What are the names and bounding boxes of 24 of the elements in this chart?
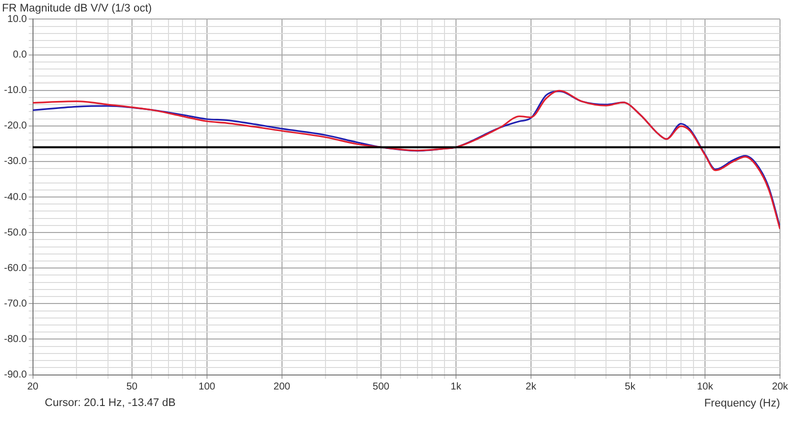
x-tick-label: 200 bbox=[274, 382, 291, 393]
x-tick-label: 20k bbox=[772, 382, 790, 393]
y-tick-label: -90.0 bbox=[4, 370, 28, 381]
x-tick-label: 100 bbox=[198, 382, 216, 393]
x-tick-label: 50 bbox=[126, 382, 138, 393]
x-tick-label: 500 bbox=[372, 382, 390, 393]
x-tick-label: 5k bbox=[624, 382, 636, 393]
y-tick-label: -10.0 bbox=[4, 85, 28, 96]
y-tick-label: -70.0 bbox=[4, 298, 28, 310]
x-tick-label: 20 bbox=[27, 382, 39, 393]
x-tick-label: 2k bbox=[526, 382, 538, 393]
x-tick-label: 1k bbox=[450, 382, 462, 393]
y-tick-label: -60.0 bbox=[4, 262, 28, 274]
y-tick-label: -50.0 bbox=[4, 227, 28, 238]
y-tick-label: -80.0 bbox=[4, 334, 28, 345]
x-axis-title: Frequency (Hz) bbox=[704, 397, 780, 410]
chart-title: FR Magnitude dB V/V (1/3 oct) bbox=[2, 2, 152, 15]
y-tick-label: 0.0 bbox=[12, 50, 28, 61]
text: Cursor: 20.1 Hz, -13.47 dB bbox=[44, 397, 176, 409]
y-tick-label: -30.0 bbox=[4, 156, 28, 168]
y-tick-label: -20.0 bbox=[4, 120, 28, 132]
x-tick-label: 10k bbox=[696, 382, 714, 393]
y-tick-label: 10.0 bbox=[7, 14, 28, 25]
y-tick-label: -40.0 bbox=[4, 192, 28, 203]
